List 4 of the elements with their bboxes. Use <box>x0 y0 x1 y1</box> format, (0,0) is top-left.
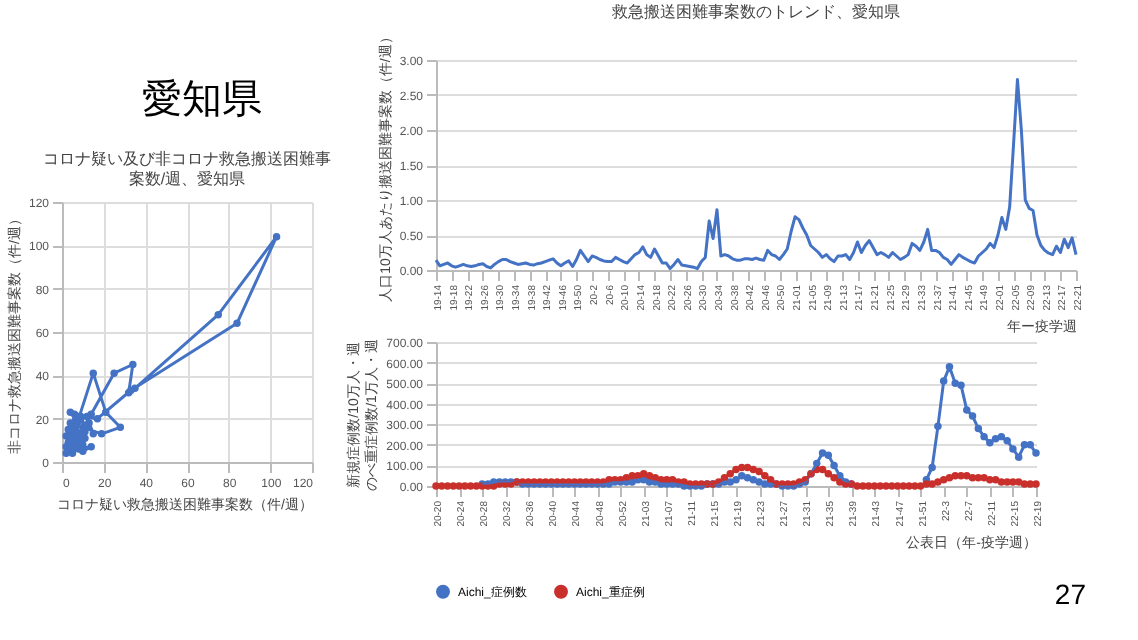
chart-title: 救急搬送困難事案数のトレンド、愛知県 <box>610 3 900 22</box>
text: 27 <box>1054 578 1087 610</box>
chart-title: コロナ疑い及び非コロナ救急搬送困難事案数/週、愛知県 <box>43 150 331 188</box>
text: 愛知県 <box>142 78 262 122</box>
